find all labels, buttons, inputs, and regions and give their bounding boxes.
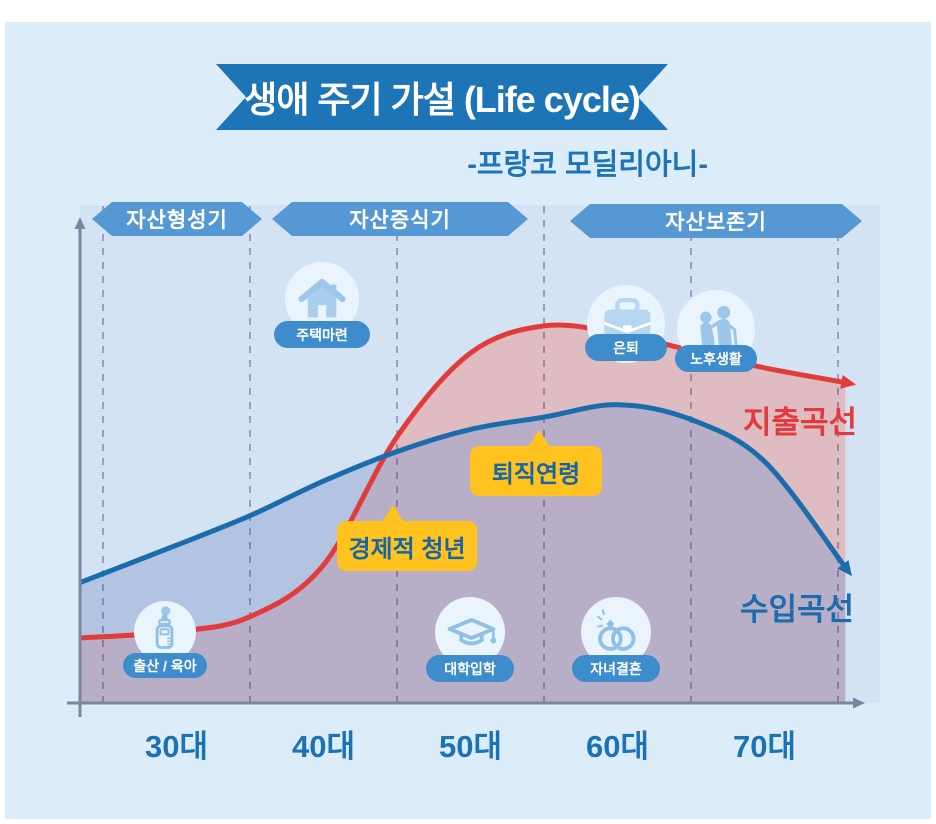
author-subtitle: -프랑코 모딜리아니- [467, 149, 708, 181]
baby-bottle-icon [134, 601, 196, 663]
event-label: 노후생활 [675, 345, 757, 372]
income-curve [78, 402, 852, 585]
phase-banner-formation: 자산형성기 [92, 202, 262, 236]
x-axis-label: 70대 [732, 729, 797, 764]
expenditure-curve-label: 지출곡선 [742, 405, 858, 440]
event-retirement: 은퇴 [585, 285, 667, 363]
event-children-marriage: 자녀결혼 [572, 597, 660, 682]
callout-label: 경제적 청년 [348, 535, 466, 563]
callout-tail-icon [528, 430, 550, 447]
callout-economic-youth: 경제적 청년 [337, 505, 477, 571]
x-axis-label: 50대 [438, 729, 503, 764]
event-childbirth: 출산 / 육아 [123, 601, 207, 678]
x-axis-label: 30대 [144, 729, 209, 764]
x-axis-label: 40대 [291, 729, 356, 764]
event-home-purchase: 주택마련 [274, 262, 370, 348]
event-label: 출산 / 육아 [123, 653, 207, 678]
title-banner: 생애 주기 가설 (Life cycle) [216, 64, 668, 130]
event-label: 주택마련 [274, 321, 370, 348]
event-college: 대학입학 [426, 597, 514, 682]
page-title: 생애 주기 가설 (Life cycle) [244, 79, 640, 120]
income-curve-label: 수입곡선 [739, 592, 855, 627]
event-senior-life: 노후생활 [675, 290, 757, 372]
event-label: 은퇴 [585, 334, 667, 361]
callout-tail-icon [382, 505, 404, 522]
x-axis-label: 60대 [585, 729, 650, 764]
phase-banner-growth: 자산증식기 [272, 202, 528, 236]
event-label: 자녀결혼 [572, 655, 660, 682]
event-label: 대학입학 [426, 655, 514, 682]
callout-label: 퇴직연령 [491, 460, 581, 488]
callout-retirement-age: 퇴직연령 [470, 430, 602, 496]
phase-banner-preservation: 자산보존기 [570, 204, 862, 238]
